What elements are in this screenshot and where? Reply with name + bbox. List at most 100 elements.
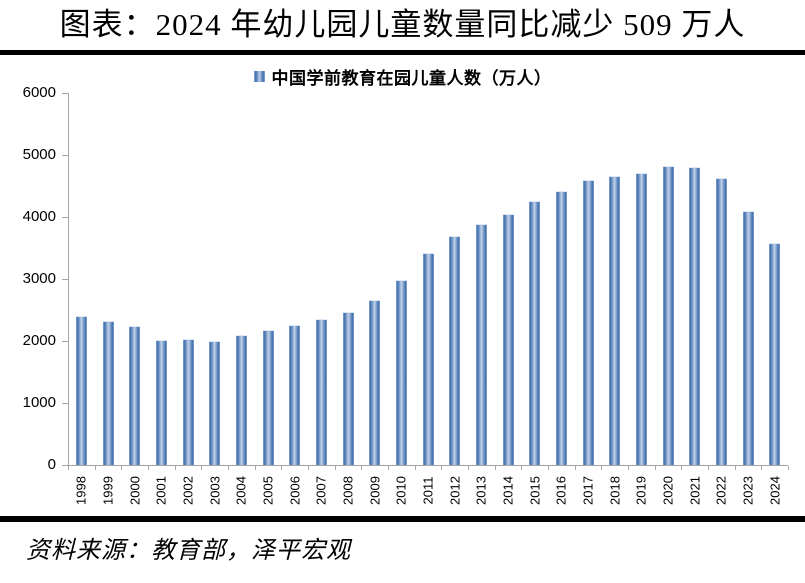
x-axis-tick xyxy=(334,466,336,470)
x-axis-tick xyxy=(441,466,443,470)
y-axis-tick-label: 0 xyxy=(47,456,56,473)
x-axis-label-2014: 2014 xyxy=(500,476,516,505)
bar-2010 xyxy=(395,280,407,465)
x-axis-tick xyxy=(361,466,363,470)
x-axis-tick xyxy=(94,466,96,470)
page-title: 图表：2024 年幼儿园儿童数量同比减少 509 万人 xyxy=(59,7,746,42)
bar-2006 xyxy=(289,325,301,465)
x-axis-tick xyxy=(174,466,176,470)
x-axis-label-2011: 2011 xyxy=(420,476,436,505)
bar-2012 xyxy=(449,236,461,465)
bar-2014 xyxy=(502,214,514,465)
x-axis-tick xyxy=(788,466,789,470)
x-axis-label-2021: 2021 xyxy=(687,476,703,505)
footer-divider xyxy=(0,516,805,522)
x-axis-label-2018: 2018 xyxy=(607,476,623,505)
bar-2002 xyxy=(182,339,194,465)
bar-2020 xyxy=(662,166,674,465)
y-axis-tick-label: 1000 xyxy=(22,394,56,411)
bar-2017 xyxy=(582,180,594,465)
bar-2022 xyxy=(715,178,727,465)
bar-2016 xyxy=(555,191,567,465)
bar-2005 xyxy=(262,330,274,465)
x-axis-tick xyxy=(281,466,283,470)
bar-2018 xyxy=(609,176,621,465)
x-axis-label-2016: 2016 xyxy=(553,476,569,505)
x-axis-line xyxy=(68,465,788,466)
x-axis-tick xyxy=(228,466,229,470)
bar-2023 xyxy=(742,211,754,465)
y-axis-tick-label: 6000 xyxy=(22,84,56,101)
x-axis-label-2000: 2000 xyxy=(127,476,143,505)
x-axis-tick xyxy=(254,466,256,470)
y-axis-line xyxy=(68,93,69,465)
x-axis-tick xyxy=(574,466,576,470)
bar-2007 xyxy=(315,319,327,465)
bar-2009 xyxy=(369,300,381,465)
x-axis-tick xyxy=(148,466,149,470)
x-axis-label-2007: 2007 xyxy=(313,476,329,505)
y-axis-tick xyxy=(62,278,68,280)
bar-2024 xyxy=(769,243,781,465)
x-axis-tick xyxy=(601,466,603,470)
x-axis-label-1999: 1999 xyxy=(100,476,116,505)
bar-2019 xyxy=(635,173,647,465)
x-axis-tick xyxy=(201,466,203,470)
x-axis-tick xyxy=(308,466,309,470)
x-axis-label-2022: 2022 xyxy=(713,476,729,505)
x-axis-label-2023: 2023 xyxy=(740,476,756,505)
x-axis-label-2013: 2013 xyxy=(473,476,489,505)
x-axis-tick xyxy=(654,466,656,470)
x-axis-tick xyxy=(388,466,389,470)
y-axis-tick xyxy=(62,216,68,218)
x-axis-tick xyxy=(708,466,709,470)
bar-2013 xyxy=(475,224,487,465)
x-axis-tick xyxy=(494,466,496,470)
y-axis-tick xyxy=(62,402,68,404)
x-axis-label-2024: 2024 xyxy=(767,476,783,505)
x-axis-tick xyxy=(734,466,736,470)
legend-marker-icon xyxy=(253,71,265,82)
title-divider xyxy=(0,50,805,55)
y-axis-tick-label: 2000 xyxy=(22,332,56,349)
bar-2021 xyxy=(689,167,701,465)
y-axis-tick xyxy=(62,154,68,156)
x-axis-tick xyxy=(761,466,763,470)
y-axis-tick xyxy=(62,92,68,94)
bar-1998 xyxy=(75,316,87,465)
bar-2011 xyxy=(422,253,434,465)
x-axis-label-2020: 2020 xyxy=(660,476,676,505)
x-axis-label-2006: 2006 xyxy=(287,476,303,505)
bar-2015 xyxy=(529,201,541,465)
x-axis-label-2005: 2005 xyxy=(260,476,276,505)
x-axis-tick xyxy=(681,466,683,470)
x-axis-label-2002: 2002 xyxy=(180,476,196,505)
x-axis-label-2019: 2019 xyxy=(633,476,649,505)
x-axis-label-2008: 2008 xyxy=(340,476,356,505)
x-axis-label-2010: 2010 xyxy=(393,476,409,505)
bar-2003 xyxy=(209,341,221,465)
bar-1999 xyxy=(102,321,114,465)
x-axis-tick xyxy=(628,466,629,470)
legend: 中国学前教育在园儿童人数（万人） xyxy=(0,64,805,89)
x-axis-tick xyxy=(521,466,523,470)
y-axis-tick-label: 3000 xyxy=(22,270,56,287)
x-axis-tick xyxy=(414,466,416,470)
bar-2001 xyxy=(155,340,167,465)
x-axis-label-2004: 2004 xyxy=(233,476,249,505)
x-axis-label-2017: 2017 xyxy=(580,476,596,505)
x-axis-label-1998: 1998 xyxy=(73,476,89,505)
x-axis-label-2015: 2015 xyxy=(527,476,543,505)
y-axis-tick-label: 4000 xyxy=(22,208,56,225)
bar-2008 xyxy=(342,312,354,465)
x-axis-tick xyxy=(121,466,123,470)
source-note: 资料来源：教育部，泽平宏观 xyxy=(26,538,351,564)
x-axis-label-2001: 2001 xyxy=(153,476,169,505)
bar-2004 xyxy=(235,335,247,465)
y-axis-tick xyxy=(62,340,68,342)
y-axis-tick xyxy=(62,464,68,466)
x-axis-tick xyxy=(548,466,549,470)
x-axis-label-2003: 2003 xyxy=(207,476,223,505)
